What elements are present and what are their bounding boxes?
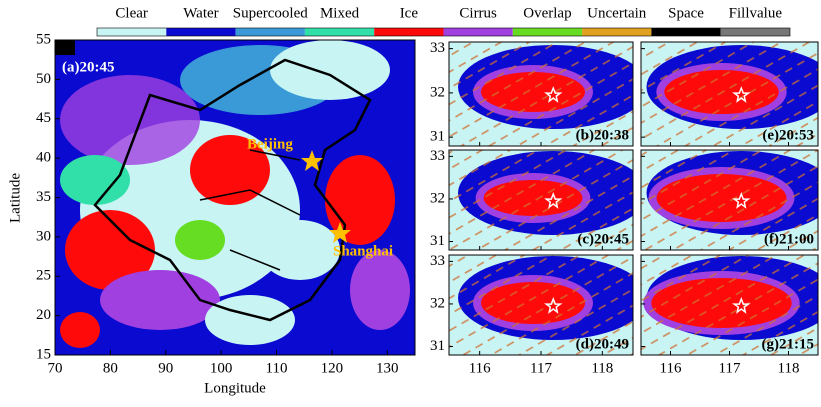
zoom-panel: (g)21:15 116 117 118	[641, 255, 821, 376]
y-tick-label: 35	[36, 189, 51, 205]
x-tick-label: 70	[48, 360, 63, 376]
x-tick-label: 120	[321, 360, 344, 376]
y-tick-label: 31	[430, 338, 445, 354]
panel-label: (b)20:38	[576, 127, 629, 143]
city-label: Shanghai	[333, 243, 393, 259]
zoom-panel: (b)20:38 31 32 33	[430, 40, 648, 146]
colorbar-swatch	[444, 28, 513, 36]
y-tick-label: 32	[430, 295, 445, 311]
panel-label: (f)21:00	[764, 231, 814, 247]
page: (a)20:45 Beijing Shanghai Longitude Lati…	[0, 0, 821, 407]
colorbar-swatch	[305, 28, 374, 36]
y-tick-label: 20	[36, 307, 51, 323]
main-map-imagery: (a)20:45 Beijing Shanghai	[55, 40, 415, 355]
colorbar-label: Fillvalue	[729, 5, 783, 21]
x-tick-label: 80	[103, 360, 118, 376]
colorbar-swatch	[374, 28, 443, 36]
y-tick-label: 55	[36, 31, 51, 47]
figure: (a)20:45 Beijing Shanghai Longitude Lati…	[0, 0, 821, 402]
x-tick-label: 90	[158, 360, 173, 376]
y-tick-label: 33	[430, 148, 445, 164]
zoom-panel: (c)20:45 31 32 33	[430, 148, 648, 250]
colorbar-label: Cirrus	[459, 5, 497, 21]
colorbar-swatch	[513, 28, 582, 36]
y-tick-label: 32	[430, 190, 445, 206]
zoom-panel: (f)21:00	[641, 150, 821, 250]
colorbar-label: Supercooled	[233, 5, 308, 21]
y-tick-label: 50	[36, 71, 51, 87]
colorbar-label: Space	[668, 5, 704, 21]
zoom-panel: (d)20:49 31 32 33 116 117 118	[430, 253, 648, 377]
colorbar-label: Water	[183, 5, 218, 21]
x-axis-label: Longitude	[204, 380, 266, 396]
x-tick-label: 117	[719, 360, 741, 376]
panel-label: (g)21:15	[762, 336, 815, 352]
y-tick-label: 15	[36, 346, 51, 362]
city-label: Beijing	[247, 136, 293, 152]
y-axis-label: Latitude	[7, 173, 23, 223]
panel-label: (a)20:45	[62, 59, 115, 75]
colorbar-label: Clear	[115, 5, 147, 21]
colorbar-swatch	[721, 28, 790, 36]
y-tick-label: 32	[430, 84, 445, 100]
x-tick-label: 116	[469, 360, 491, 376]
colorbar-swatch	[582, 28, 651, 36]
x-tick-label: 116	[660, 360, 682, 376]
y-tick-label: 30	[36, 228, 51, 244]
colorbar-label: Ice	[400, 5, 419, 21]
panel-label: (d)20:49	[576, 336, 629, 352]
zoom-panel: (e)20:53	[641, 42, 821, 146]
colorbar-swatch	[97, 28, 166, 36]
zoom-panels: (b)20:38 31 32 33 (c)20:45 31 32 33 (d)20:49 31 32…	[430, 40, 821, 376]
x-tick-label: 118	[778, 360, 800, 376]
colorbar-swatch	[236, 28, 305, 36]
panel-label: (e)20:53	[762, 127, 814, 143]
x-tick-label: 130	[376, 360, 399, 376]
colorbar-label: Overlap	[523, 5, 571, 21]
y-tick-label: 33	[430, 40, 445, 56]
colorbar-swatch	[166, 28, 235, 36]
panel-label: (c)20:45	[577, 231, 629, 247]
y-tick-label: 45	[36, 110, 51, 126]
y-tick-label: 33	[430, 253, 445, 269]
x-tick-label: 100	[210, 360, 233, 376]
y-tick-label: 25	[36, 268, 51, 284]
x-tick-label: 110	[266, 360, 288, 376]
y-tick-label: 31	[430, 129, 445, 145]
colorbar-label: Uncertain	[587, 5, 647, 21]
y-tick-label: 40	[36, 150, 51, 166]
colorbar-label: Mixed	[320, 5, 360, 21]
colorbar: Clear Water Supercooled Mixed Ice Cirrus Overl…	[97, 5, 790, 36]
colorbar-swatch	[651, 28, 720, 36]
x-tick-label: 118	[591, 360, 613, 376]
x-tick-label: 117	[530, 360, 552, 376]
y-tick-label: 31	[430, 233, 445, 249]
